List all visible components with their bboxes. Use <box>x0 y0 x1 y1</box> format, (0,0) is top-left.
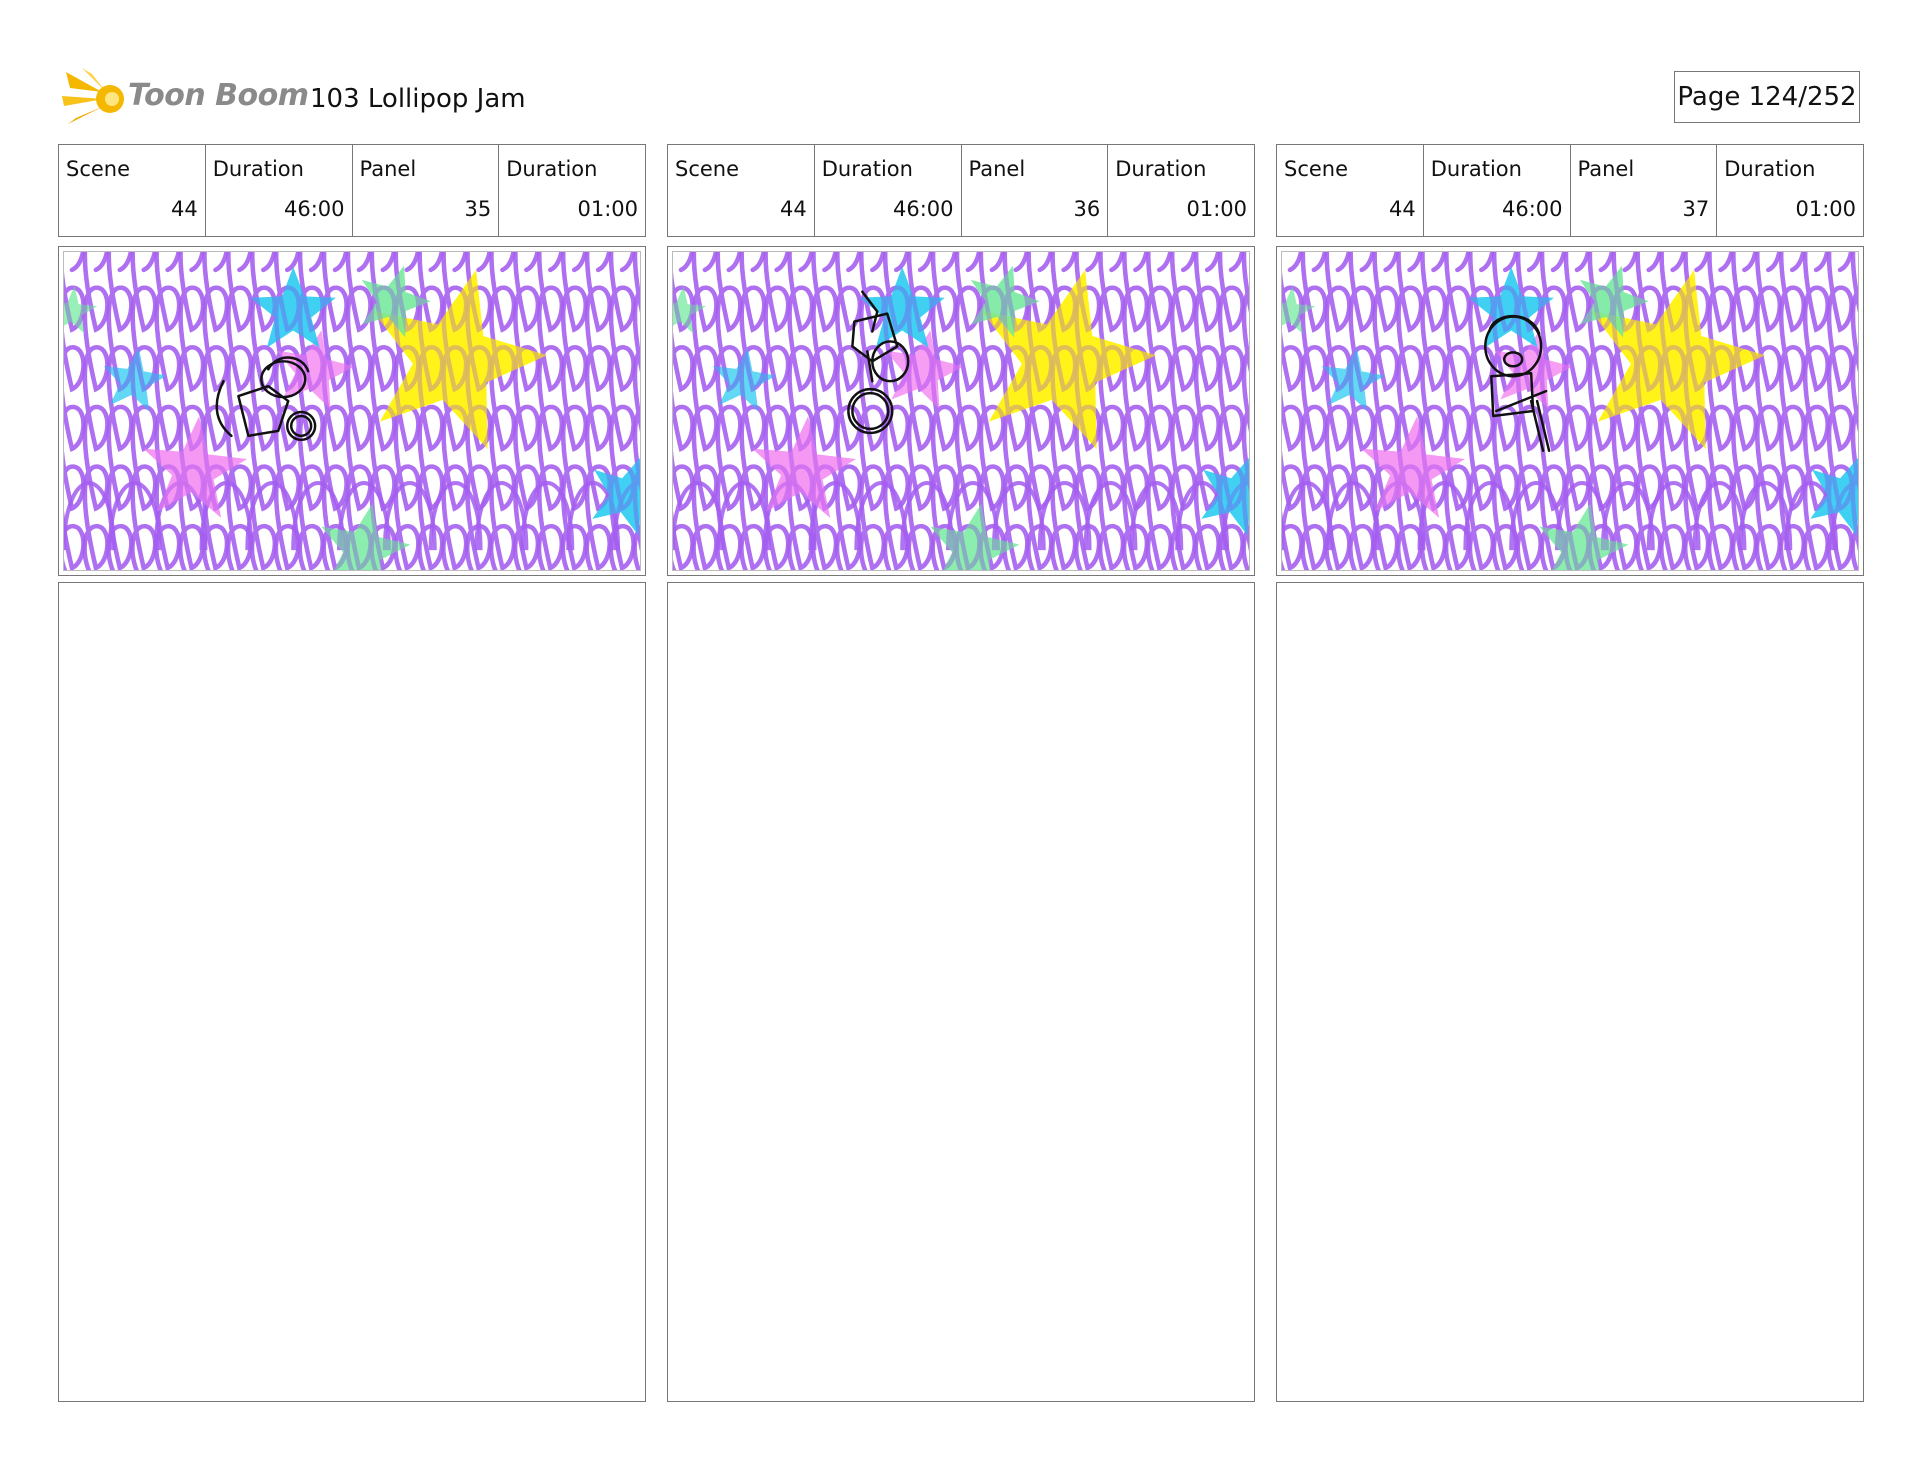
storyboard-frame[interactable] <box>1276 246 1864 576</box>
panel-label: Panel <box>359 157 417 181</box>
panel-info-table: Scene 44 Duration 46:00 Panel 35 Duratio… <box>58 144 646 237</box>
scene-label: Scene <box>675 157 740 181</box>
panel-cell: Panel 36 <box>960 145 1108 236</box>
star-shape <box>1579 265 1649 338</box>
scene-duration-value: 46:00 <box>283 197 345 221</box>
scene-duration-cell: Duration 46:00 <box>204 145 352 236</box>
scene-duration-cell: Duration 46:00 <box>813 145 961 236</box>
panel-duration-cell: Duration 01:00 <box>1716 145 1863 236</box>
scene-duration-value: 46:00 <box>892 197 954 221</box>
character-sketch <box>215 356 317 442</box>
star-shape <box>712 347 777 412</box>
star-shape <box>321 503 411 570</box>
panel-duration-cell: Duration 01:00 <box>498 145 645 236</box>
star-shape <box>673 285 707 334</box>
star-shapes <box>673 265 1249 570</box>
star-shape <box>250 266 336 348</box>
star-shape <box>1201 457 1249 536</box>
star-shape <box>64 285 98 334</box>
star-shape <box>103 347 168 412</box>
panel-cell: Panel 37 <box>1569 145 1717 236</box>
star-shape <box>930 503 1020 570</box>
star-shape <box>752 416 857 518</box>
star-shape <box>361 265 431 338</box>
logo-flare-icon <box>62 68 124 124</box>
scene-duration-value: 46:00 <box>1501 197 1563 221</box>
star-shape <box>1810 457 1858 536</box>
panel-value: 35 <box>464 197 492 221</box>
panel-duration-value: 01:00 <box>1795 197 1856 221</box>
star-shape <box>592 457 640 536</box>
star-shape <box>1539 503 1629 570</box>
scene-duration-label: Duration <box>212 157 304 181</box>
logo-text: Toon Boom <box>128 78 309 113</box>
star-shape <box>372 269 548 450</box>
scene-cell: Scene 44 <box>59 145 205 236</box>
panel-info-table: Scene 44 Duration 46:00 Panel 36 Duratio… <box>667 144 1255 237</box>
panel-duration-value: 01:00 <box>577 197 638 221</box>
panel-notes-box[interactable] <box>667 582 1255 1402</box>
star-shape <box>276 330 355 410</box>
panel-drawing <box>672 251 1250 571</box>
panel-duration-label: Duration <box>1724 157 1816 181</box>
panel-notes-box[interactable] <box>58 582 646 1402</box>
star-shape <box>859 266 945 348</box>
character-sketch <box>1484 314 1551 452</box>
star-shape <box>1321 347 1386 412</box>
star-shape <box>981 269 1157 450</box>
star-shape <box>143 416 248 518</box>
scene-value: 44 <box>780 197 807 221</box>
scene-cell: Scene 44 <box>668 145 814 236</box>
panel-duration-value: 01:00 <box>1186 197 1247 221</box>
panel-duration-label: Duration <box>506 157 598 181</box>
character-sketch <box>847 290 910 435</box>
scene-cell: Scene 44 <box>1277 145 1423 236</box>
storyboard-frame[interactable] <box>667 246 1255 576</box>
storyboard-frame[interactable] <box>58 246 646 576</box>
panel-info-table: Scene 44 Duration 46:00 Panel 37 Duratio… <box>1276 144 1864 237</box>
toon-boom-logo: Toon Boom <box>62 66 309 132</box>
scene-value: 44 <box>171 197 198 221</box>
star-shapes <box>1282 265 1858 570</box>
panel-duration-cell: Duration 01:00 <box>1107 145 1254 236</box>
page-number: Page 124/252 <box>1674 71 1860 123</box>
panel-value: 36 <box>1073 197 1101 221</box>
scene-duration-label: Duration <box>821 157 913 181</box>
panel-drawing <box>1281 251 1859 571</box>
scene-label: Scene <box>1284 157 1349 181</box>
panel-duration-label: Duration <box>1115 157 1207 181</box>
star-shape <box>885 330 964 410</box>
scribble-background <box>673 252 1249 570</box>
scene-duration-cell: Duration 46:00 <box>1422 145 1570 236</box>
panel-value: 37 <box>1682 197 1710 221</box>
star-shape <box>1361 416 1466 518</box>
panel-cell: Panel 35 <box>351 145 499 236</box>
panel-drawing <box>63 251 641 571</box>
panel-label: Panel <box>968 157 1026 181</box>
panel-label: Panel <box>1577 157 1635 181</box>
panel-notes-box[interactable] <box>1276 582 1864 1402</box>
star-shape <box>1468 266 1554 348</box>
project-title: 103 Lollipop Jam <box>310 84 526 114</box>
star-shape <box>970 265 1040 338</box>
star-shape <box>1494 330 1573 410</box>
scene-label: Scene <box>66 157 131 181</box>
star-shapes <box>64 265 640 570</box>
star-shape <box>1590 269 1766 450</box>
star-shape <box>1282 285 1316 334</box>
scene-value: 44 <box>1389 197 1416 221</box>
scene-duration-label: Duration <box>1430 157 1522 181</box>
scribble-background <box>1282 252 1858 570</box>
